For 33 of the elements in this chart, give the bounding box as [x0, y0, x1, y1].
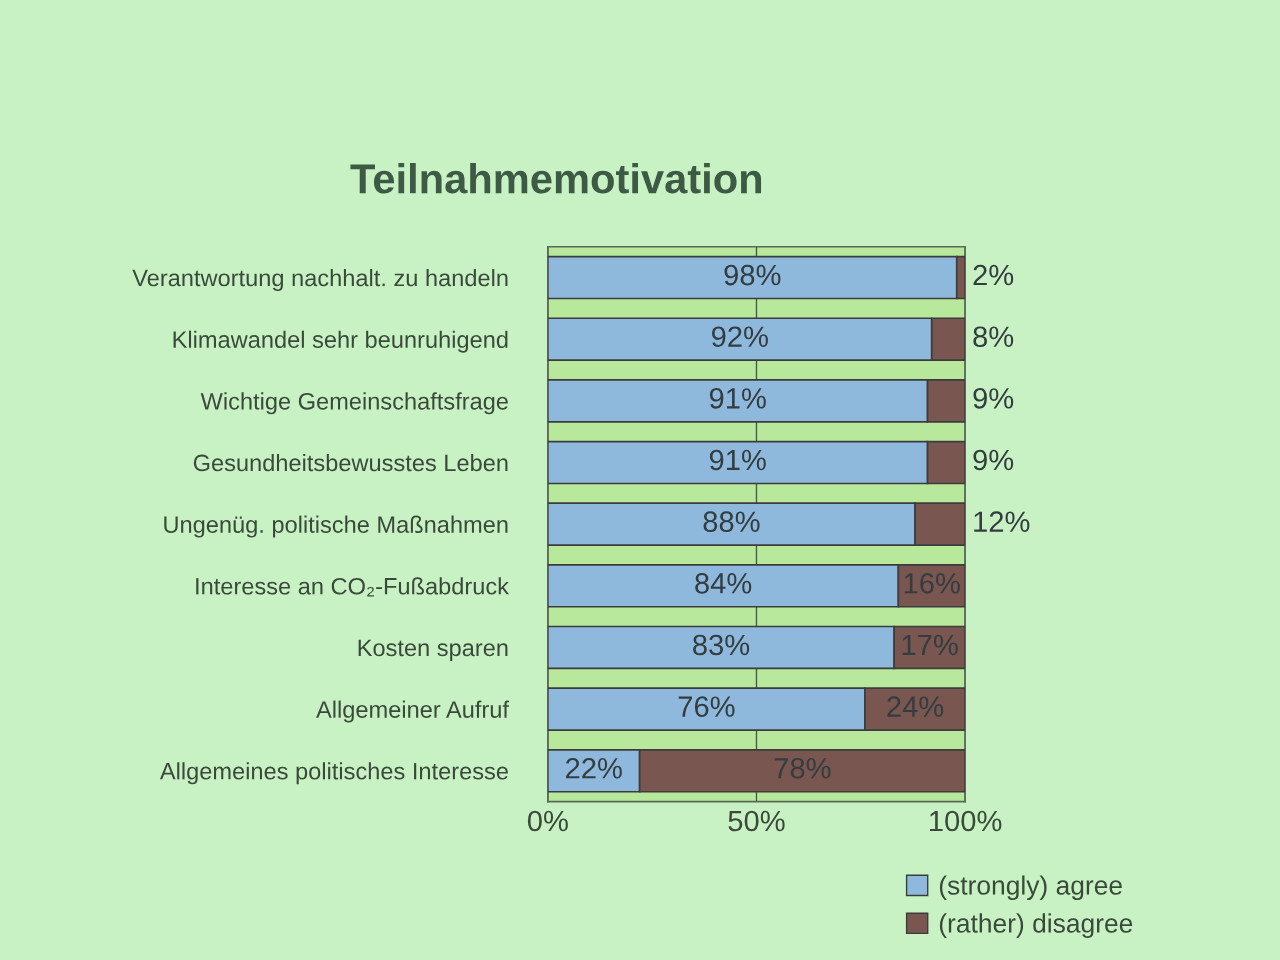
data-label: 92% [711, 326, 768, 348]
data-label: 76% [678, 696, 735, 717]
data-label: 78% [774, 757, 831, 779]
legend-label: (strongly) agree [939, 875, 1122, 901]
data-label: 83% [693, 634, 750, 656]
data-label: 9% [973, 388, 1014, 409]
data-label: 8% [973, 326, 1014, 348]
y-tick-label: Klimawandel sehr beunruhigend [173, 330, 508, 353]
data-label: 9% [973, 449, 1014, 471]
y-tick-label: Wichtige Gemeinschaftsfrage [200, 392, 508, 415]
y-tick-label: Verantwortung nachhalt. zu handeln [132, 268, 508, 291]
data-label: 16% [904, 572, 960, 594]
data-label: 17% [902, 634, 958, 656]
data-label: 98% [724, 264, 781, 286]
y-tick-label: Interesse an CO₂-Fußabdruck [196, 577, 510, 597]
data-label: 84% [695, 572, 752, 594]
y-tick-label: Allgemeines politisches Interesse [159, 762, 508, 785]
x-tick-label: 100% [930, 810, 1002, 832]
x-tick-label: 50% [728, 810, 785, 832]
data-label: 91% [709, 449, 766, 471]
chart-title: Teilnahmemotivation [350, 162, 762, 194]
data-label: 24% [887, 696, 944, 717]
y-tick-label: Allgemeiner Aufruf [316, 700, 509, 723]
legend-label: (rather) disagree [939, 913, 1133, 938]
y-tick-label: Gesundheitsbewusstes Leben [193, 453, 508, 472]
x-tick-label: 0% [527, 810, 568, 832]
data-label: 22% [566, 757, 622, 779]
data-label: 88% [703, 511, 760, 532]
data-label: 12% [974, 511, 1030, 532]
y-tick-label: Ungenüg. politische Maßnahmen [164, 515, 508, 538]
data-label: 2% [973, 264, 1014, 286]
y-tick-label: Kosten sparen [358, 639, 508, 661]
data-label: 91% [709, 388, 766, 409]
